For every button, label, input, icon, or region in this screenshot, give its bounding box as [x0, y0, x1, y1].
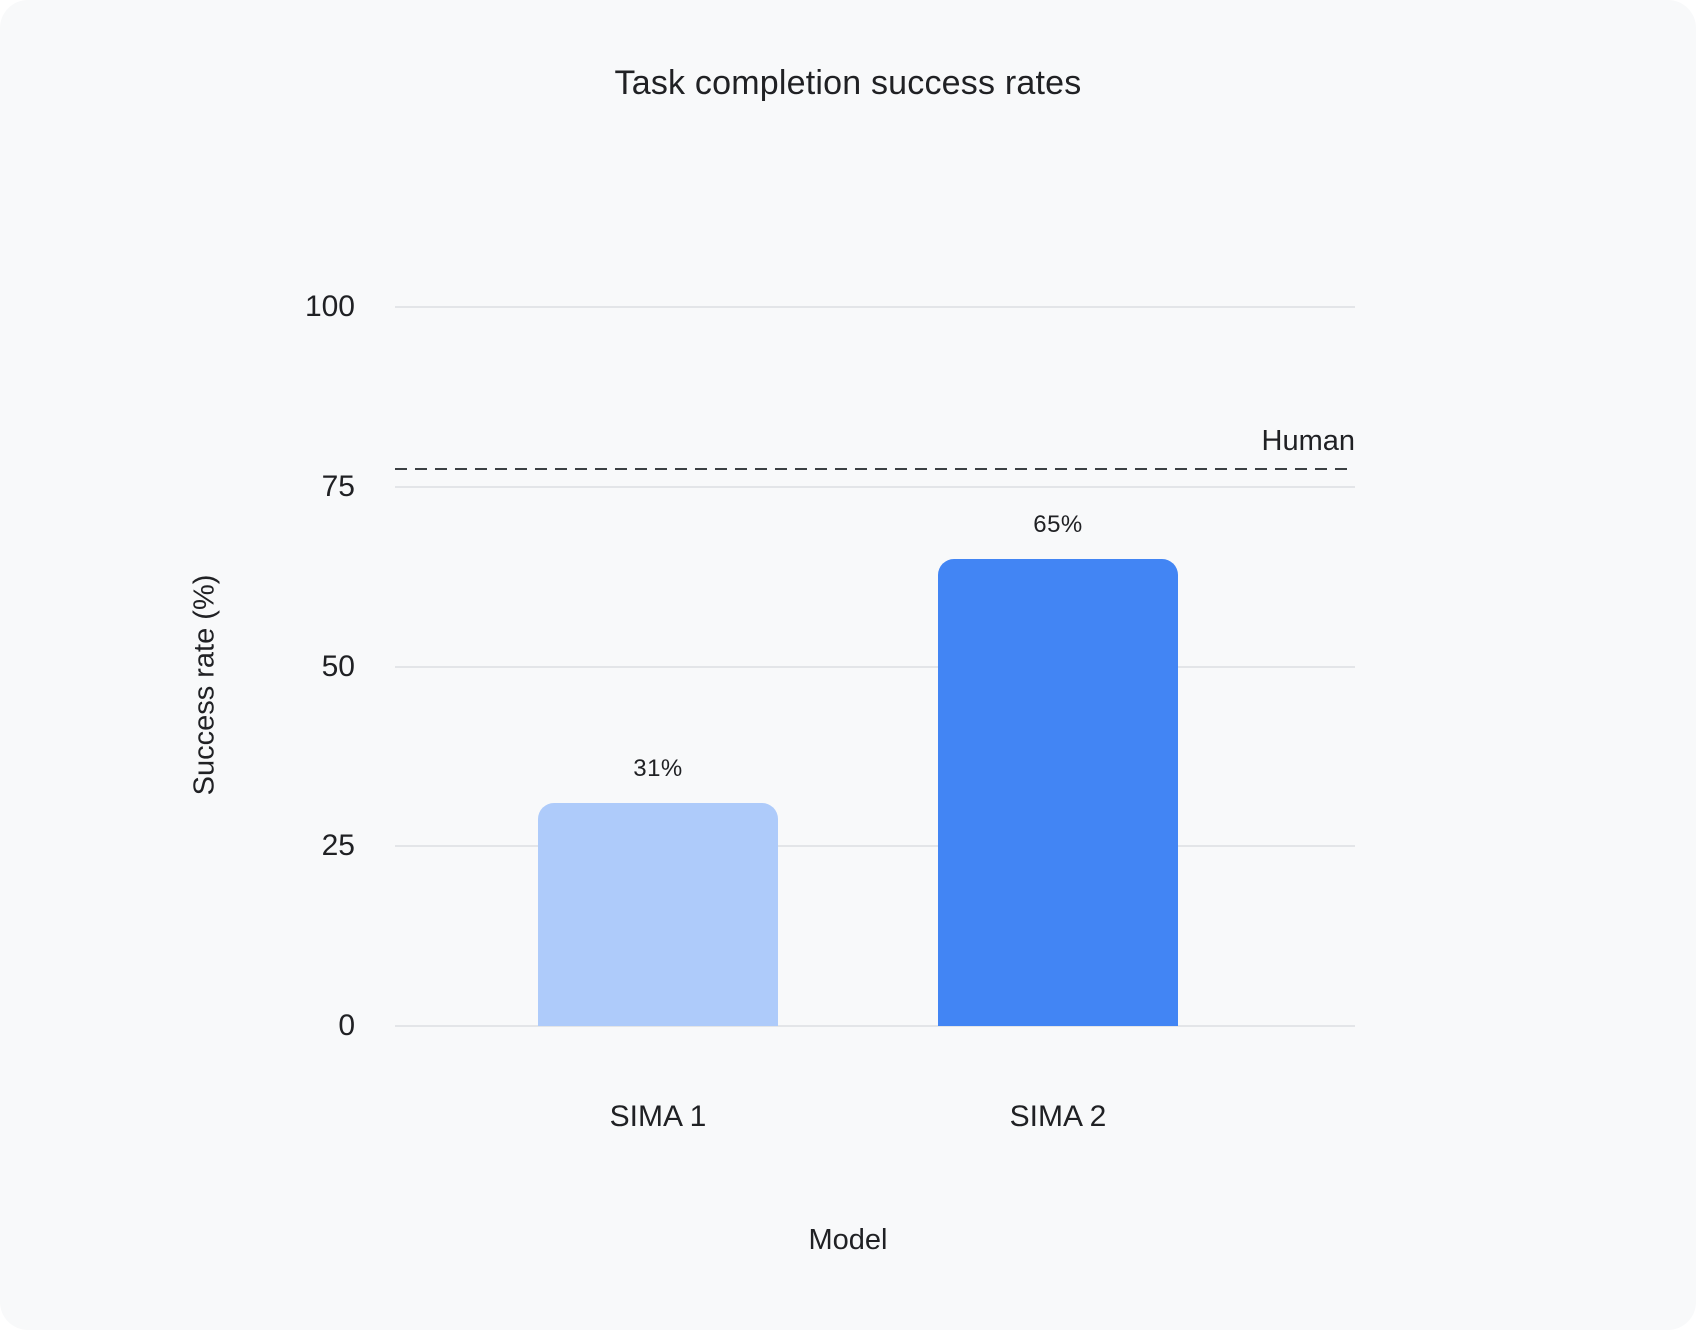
gridline-y-0	[395, 1025, 1355, 1027]
gridline-y-100	[395, 306, 1355, 308]
gridline-y-25	[395, 845, 1355, 848]
y-tick-label-0: 0	[338, 1009, 355, 1042]
chart-title: Task completion success rates	[614, 64, 1082, 102]
bar-sima-1	[538, 803, 778, 1026]
gridline-y-75	[395, 485, 1355, 488]
reference-line-label: Human	[1261, 424, 1356, 457]
bar-value-label-2: 65%	[1033, 510, 1083, 538]
y-tick-label-25: 25	[321, 829, 355, 863]
y-tick-label-50: 50	[321, 649, 355, 683]
bar-value-label-1: 31%	[633, 755, 683, 783]
y-tick-label-100: 100	[304, 290, 355, 323]
x-tick-label-2: SIMA 2	[1009, 1100, 1107, 1133]
bar-sima-2	[938, 558, 1178, 1026]
x-tick-label-1: SIMA 1	[609, 1100, 707, 1133]
gridline-y-50	[395, 665, 1355, 668]
x-axis-title: Model	[808, 1224, 888, 1256]
human-baseline-line	[395, 467, 1355, 470]
y-tick-label-75: 75	[321, 469, 355, 503]
